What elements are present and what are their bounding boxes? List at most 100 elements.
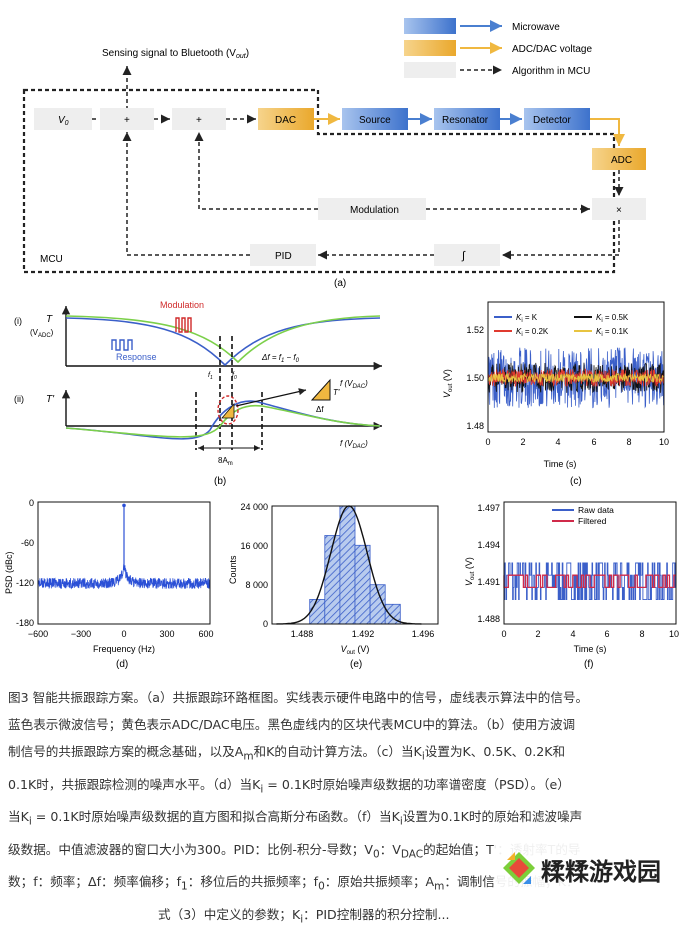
integrator-label: ∫ <box>461 250 466 262</box>
adc-box <box>592 148 646 170</box>
c-legend-3: Ki = 0.1K <box>596 327 629 338</box>
figure: Microwave ADC/DAC voltage Algorithm in M… <box>4 18 679 670</box>
b-f0-label: f0 <box>232 372 237 381</box>
watermark-logo: 糅糅游戏园 <box>495 840 686 900</box>
d-psd-trace <box>37 503 211 590</box>
panel-b-label: (b) <box>214 476 226 487</box>
legend-adc-label: ADC/DAC voltage <box>512 44 592 55</box>
b-response-label: Response <box>116 352 157 362</box>
d-xtick-2: 0 <box>121 629 126 639</box>
c-xtick-5: 10 <box>659 437 669 447</box>
e-xtick-0: 1.488 <box>291 629 314 639</box>
e-xlabel: Vout (V) <box>341 644 370 656</box>
legend-adc-swatch <box>404 40 456 56</box>
b-curve-original <box>65 317 381 367</box>
adc-label: ADC <box>611 155 632 166</box>
legend-microwave-swatch <box>404 18 456 34</box>
caption-line-1: 图3 智能共振跟踪方案。（a）共振跟踪环路框图。实线表示硬件电路中的信号，虚线表… <box>8 690 589 705</box>
c-legend-2: Ki = 0.2K <box>516 327 549 338</box>
b-big-triangle <box>310 378 331 401</box>
f-xtick-4: 8 <box>639 629 644 639</box>
d-peak-marker <box>122 503 126 508</box>
d-ylabel: PSD (dBc) <box>4 551 14 594</box>
c-series-2 <box>487 367 665 387</box>
legend-mcu-swatch <box>404 62 456 78</box>
b-T-label: T <box>46 314 53 325</box>
panel-c: 1.52 1.50 1.48 0 2 4 6 8 10 Time (s) Vou… <box>442 301 669 487</box>
d-psd-line <box>37 563 211 590</box>
detector-label: Detector <box>533 115 571 126</box>
dac-label: DAC <box>275 115 296 126</box>
c-series-3 <box>487 372 665 384</box>
e-ytick-3: 0 <box>263 619 268 629</box>
c-xtick-3: 6 <box>591 437 596 447</box>
d-xlabel: Frequency (Hz) <box>93 644 155 654</box>
sum2-box <box>172 108 226 130</box>
f-ytick-0: 1.497 <box>477 503 500 513</box>
b-deltaf-label: Δf = f1 − f0 <box>261 353 300 364</box>
b-response-wave <box>111 339 133 351</box>
caption-line-8: 式（3）中定义的参数；Ki：PID控制器的积分控制... <box>158 906 450 926</box>
panel-e-label: (e) <box>350 659 362 670</box>
legend-algorithm-label: Algorithm in MCU <box>512 66 590 77</box>
pid-label: PID <box>275 251 292 262</box>
e-xtick-1: 1.492 <box>352 629 375 639</box>
b-tri-df: Δf <box>316 405 324 414</box>
d-ytick-3: -180 <box>16 618 34 628</box>
panel-d: 0 -60 -120 -180 −600 −300 0 300 600 Freq… <box>4 498 214 670</box>
f-legend-raw: Raw data <box>578 505 614 515</box>
dac-box <box>258 108 314 130</box>
multiply-box <box>592 198 646 220</box>
caption-line-5: 当Ki = 0.1K时原始噪声级数据的直方图和拟合高斯分布函数。（f）当Ki设置… <box>8 809 583 828</box>
panel-c-label: (c) <box>570 476 582 487</box>
panel-e: 24 000 16 000 8 000 0 1.488 1.492 1.496 … <box>228 502 439 670</box>
c-series-1 <box>487 362 665 394</box>
e-ytick-0: 24 000 <box>240 502 268 512</box>
b-width-label: 8Am <box>218 456 233 467</box>
c-xtick-4: 8 <box>626 437 631 447</box>
panel-d-label: (d) <box>116 659 128 670</box>
sum1-box <box>100 108 154 130</box>
v0-box <box>34 108 92 130</box>
f-xtick-3: 6 <box>604 629 609 639</box>
sensing-label: Sensing signal to Bluetooth (Vout) <box>102 48 249 60</box>
pid-box <box>250 244 316 266</box>
c-legend-1: Ki = 0.5K <box>596 313 629 324</box>
detector-box <box>524 108 590 130</box>
f-xtick-0: 0 <box>501 629 506 639</box>
f-legend-filtered: Filtered <box>578 516 607 526</box>
f-xlabel: Time (s) <box>574 644 607 654</box>
panel-f-label: (f) <box>584 659 593 670</box>
b-f-axis-ii: f (VDAC) <box>340 439 368 450</box>
c-ylabel: Vout (V) <box>442 369 454 398</box>
f-ytick-1: 1.494 <box>477 540 500 550</box>
modulation-box <box>318 198 426 220</box>
b-small-triangle <box>221 402 235 419</box>
e-bar-0 <box>309 599 326 625</box>
f-ytick-2: 1.491 <box>477 577 500 587</box>
caption-line-3: 制信号的共振跟踪方案的概念基础，以及Am和K的自动计算方法。（c）当Ki设置为K… <box>8 744 566 763</box>
c-ytick-2: 1.48 <box>466 421 484 431</box>
b-modulation-wave <box>175 317 192 333</box>
c-xtick-1: 2 <box>520 437 525 447</box>
sum1-label: + <box>124 115 130 126</box>
modulation-label: Modulation <box>350 205 399 216</box>
resonator-label: Resonator <box>442 115 489 126</box>
e-ytick-2: 8 000 <box>245 580 268 590</box>
e-bar-2 <box>339 505 356 625</box>
b-Tprime-label: T' <box>46 394 55 405</box>
d-xtick-3: 300 <box>159 629 174 639</box>
source-box <box>342 108 408 130</box>
v0-label: V0 <box>58 115 69 127</box>
multiply-label: × <box>616 205 622 216</box>
b-modulation-label: Modulation <box>160 300 204 310</box>
c-xtick-0: 0 <box>485 437 490 447</box>
panel-a-label: (a) <box>334 278 346 289</box>
c-ytick-1: 1.50 <box>466 373 484 383</box>
d-ytick-2: -120 <box>16 578 34 588</box>
b-i-label: (i) <box>14 316 22 326</box>
b-highlight-circle <box>217 395 239 425</box>
b-T-unit: (VADC) <box>30 328 54 339</box>
e-ytick-1: 16 000 <box>240 541 268 551</box>
f-ytick-3: 1.488 <box>477 614 500 624</box>
